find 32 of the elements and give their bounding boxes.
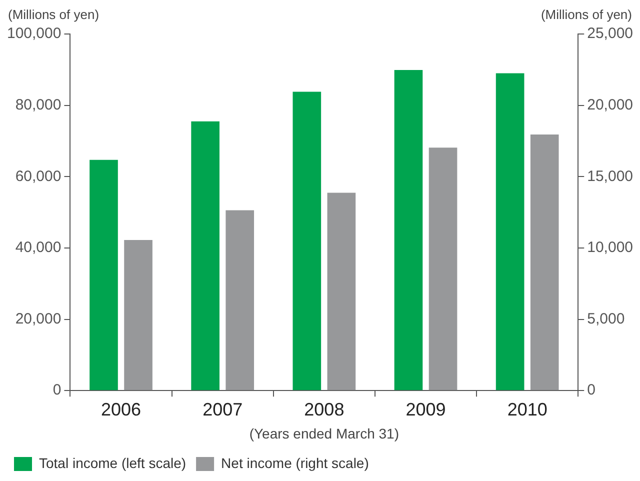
bar	[226, 210, 254, 390]
y2-tick-label: 15,000	[587, 168, 634, 185]
y2-tick-label: 5,000	[587, 310, 625, 328]
bar	[394, 70, 423, 390]
x-tick-label: 2006	[100, 399, 142, 420]
bar	[496, 73, 524, 390]
y2-axis-title: (Millions of yen)	[540, 7, 632, 22]
bar	[428, 148, 458, 390]
y-tick-label: 60,000	[15, 168, 62, 185]
x-tick-label: 2008	[304, 399, 344, 420]
x-tick-label: 2010	[507, 399, 548, 420]
bar	[90, 160, 118, 390]
bar	[191, 121, 220, 390]
y-tick-label: 40,000	[15, 239, 62, 256]
legend-label: Net income (right scale)	[221, 454, 369, 471]
x-axis-title: (Years ended March 31)	[249, 425, 400, 442]
y2-tick-label: 10,000	[587, 239, 634, 256]
y-tick-label: 0	[52, 382, 62, 399]
bar	[124, 240, 152, 390]
bar	[327, 192, 356, 390]
legend-label: Total income (left scale)	[39, 454, 186, 471]
y-tick-label: 80,000	[15, 96, 62, 114]
x-tick-label: 2007	[202, 399, 243, 420]
bar	[530, 134, 559, 390]
bar	[292, 92, 322, 390]
y2-tick-label: 20,000	[587, 96, 634, 114]
y2-tick-label: 25,000	[587, 25, 634, 42]
y-axis-title: (Millions of yen)	[8, 7, 100, 22]
y-tick-label: 100,000	[6, 25, 62, 42]
y-tick-label: 20,000	[15, 310, 62, 328]
x-tick-label: 2009	[406, 399, 446, 420]
y2-tick-label: 0	[587, 382, 596, 399]
